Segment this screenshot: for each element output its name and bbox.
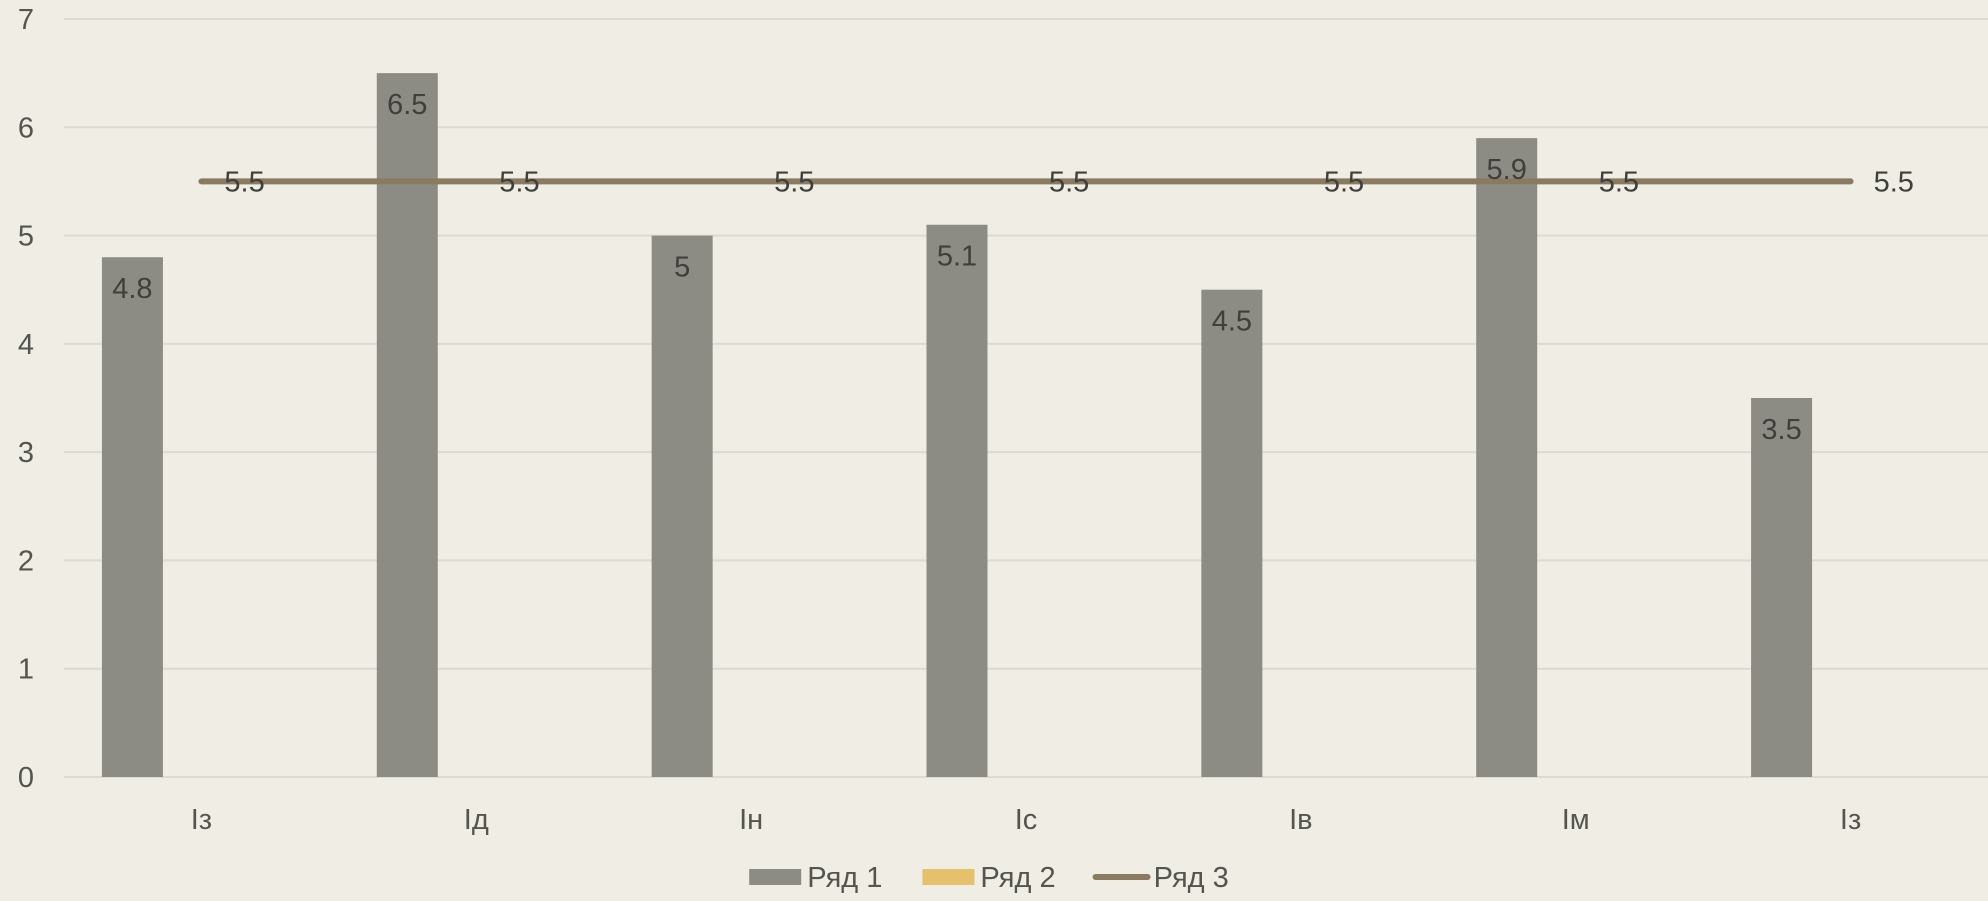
y-tick-label: 1 <box>18 654 34 686</box>
line-value-label: 5.5 <box>1874 166 1914 198</box>
legend-swatch-bar <box>749 869 802 885</box>
line-value-label: 5.5 <box>224 166 264 198</box>
y-tick-label: 0 <box>18 762 34 794</box>
legend-label: Ряд 1 <box>807 862 882 894</box>
bar <box>101 257 163 777</box>
x-tick-label: Ін <box>739 804 763 836</box>
bar <box>1476 138 1538 778</box>
y-tick-label: 6 <box>18 112 34 144</box>
bar <box>926 224 988 777</box>
x-axis: Із Ід Ін Іс Ів Ім Із <box>191 804 1862 836</box>
bar-value-label: 5 <box>674 252 690 284</box>
bar-value-label: 6.5 <box>387 89 427 121</box>
y-tick-label: 3 <box>18 437 34 469</box>
x-tick-label: Із <box>191 804 212 836</box>
x-tick-label: Із <box>1840 804 1861 836</box>
grid-layer <box>64 18 1988 778</box>
legend-label: Ряд 3 <box>1154 862 1229 894</box>
x-tick-label: Ім <box>1562 804 1590 836</box>
line-value-label: 5.5 <box>1599 166 1639 198</box>
y-tick-label: 7 <box>18 4 34 36</box>
y-tick-label: 2 <box>18 545 34 577</box>
bar-series-layer <box>101 73 1813 778</box>
data-label-layer: 4.8 6.5 5 5.1 4.5 5.9 3.5 5.5 5.5 5.5 5.5 5.5 5.5 5.5 <box>112 89 1914 446</box>
y-tick-label: 4 <box>18 329 34 361</box>
bar-value-label: 4.5 <box>1212 306 1252 338</box>
legend: Ряд 1 Ряд 2 Ряд 3 <box>749 862 1229 894</box>
bar-value-label: 5.1 <box>937 241 977 273</box>
line-value-label: 5.5 <box>774 166 814 198</box>
line-value-label: 5.5 <box>1324 166 1364 198</box>
x-tick-label: Ів <box>1289 804 1312 836</box>
bar-value-label: 4.8 <box>112 273 152 305</box>
y-tick-label: 5 <box>18 221 34 253</box>
x-tick-label: Ід <box>464 804 489 836</box>
legend-swatch-bar <box>922 869 975 885</box>
bar-value-label: 5.9 <box>1487 154 1527 186</box>
bar <box>1751 398 1813 777</box>
bar <box>376 73 438 777</box>
y-axis: 0 1 2 3 4 5 6 7 <box>18 4 34 794</box>
x-tick-label: Іс <box>1015 804 1038 836</box>
legend-label: Ряд 2 <box>980 862 1055 894</box>
line-value-label: 5.5 <box>1049 166 1089 198</box>
bar <box>1201 289 1263 777</box>
bar <box>651 235 713 778</box>
bar-value-label: 3.5 <box>1761 414 1801 446</box>
line-value-label: 5.5 <box>499 166 539 198</box>
